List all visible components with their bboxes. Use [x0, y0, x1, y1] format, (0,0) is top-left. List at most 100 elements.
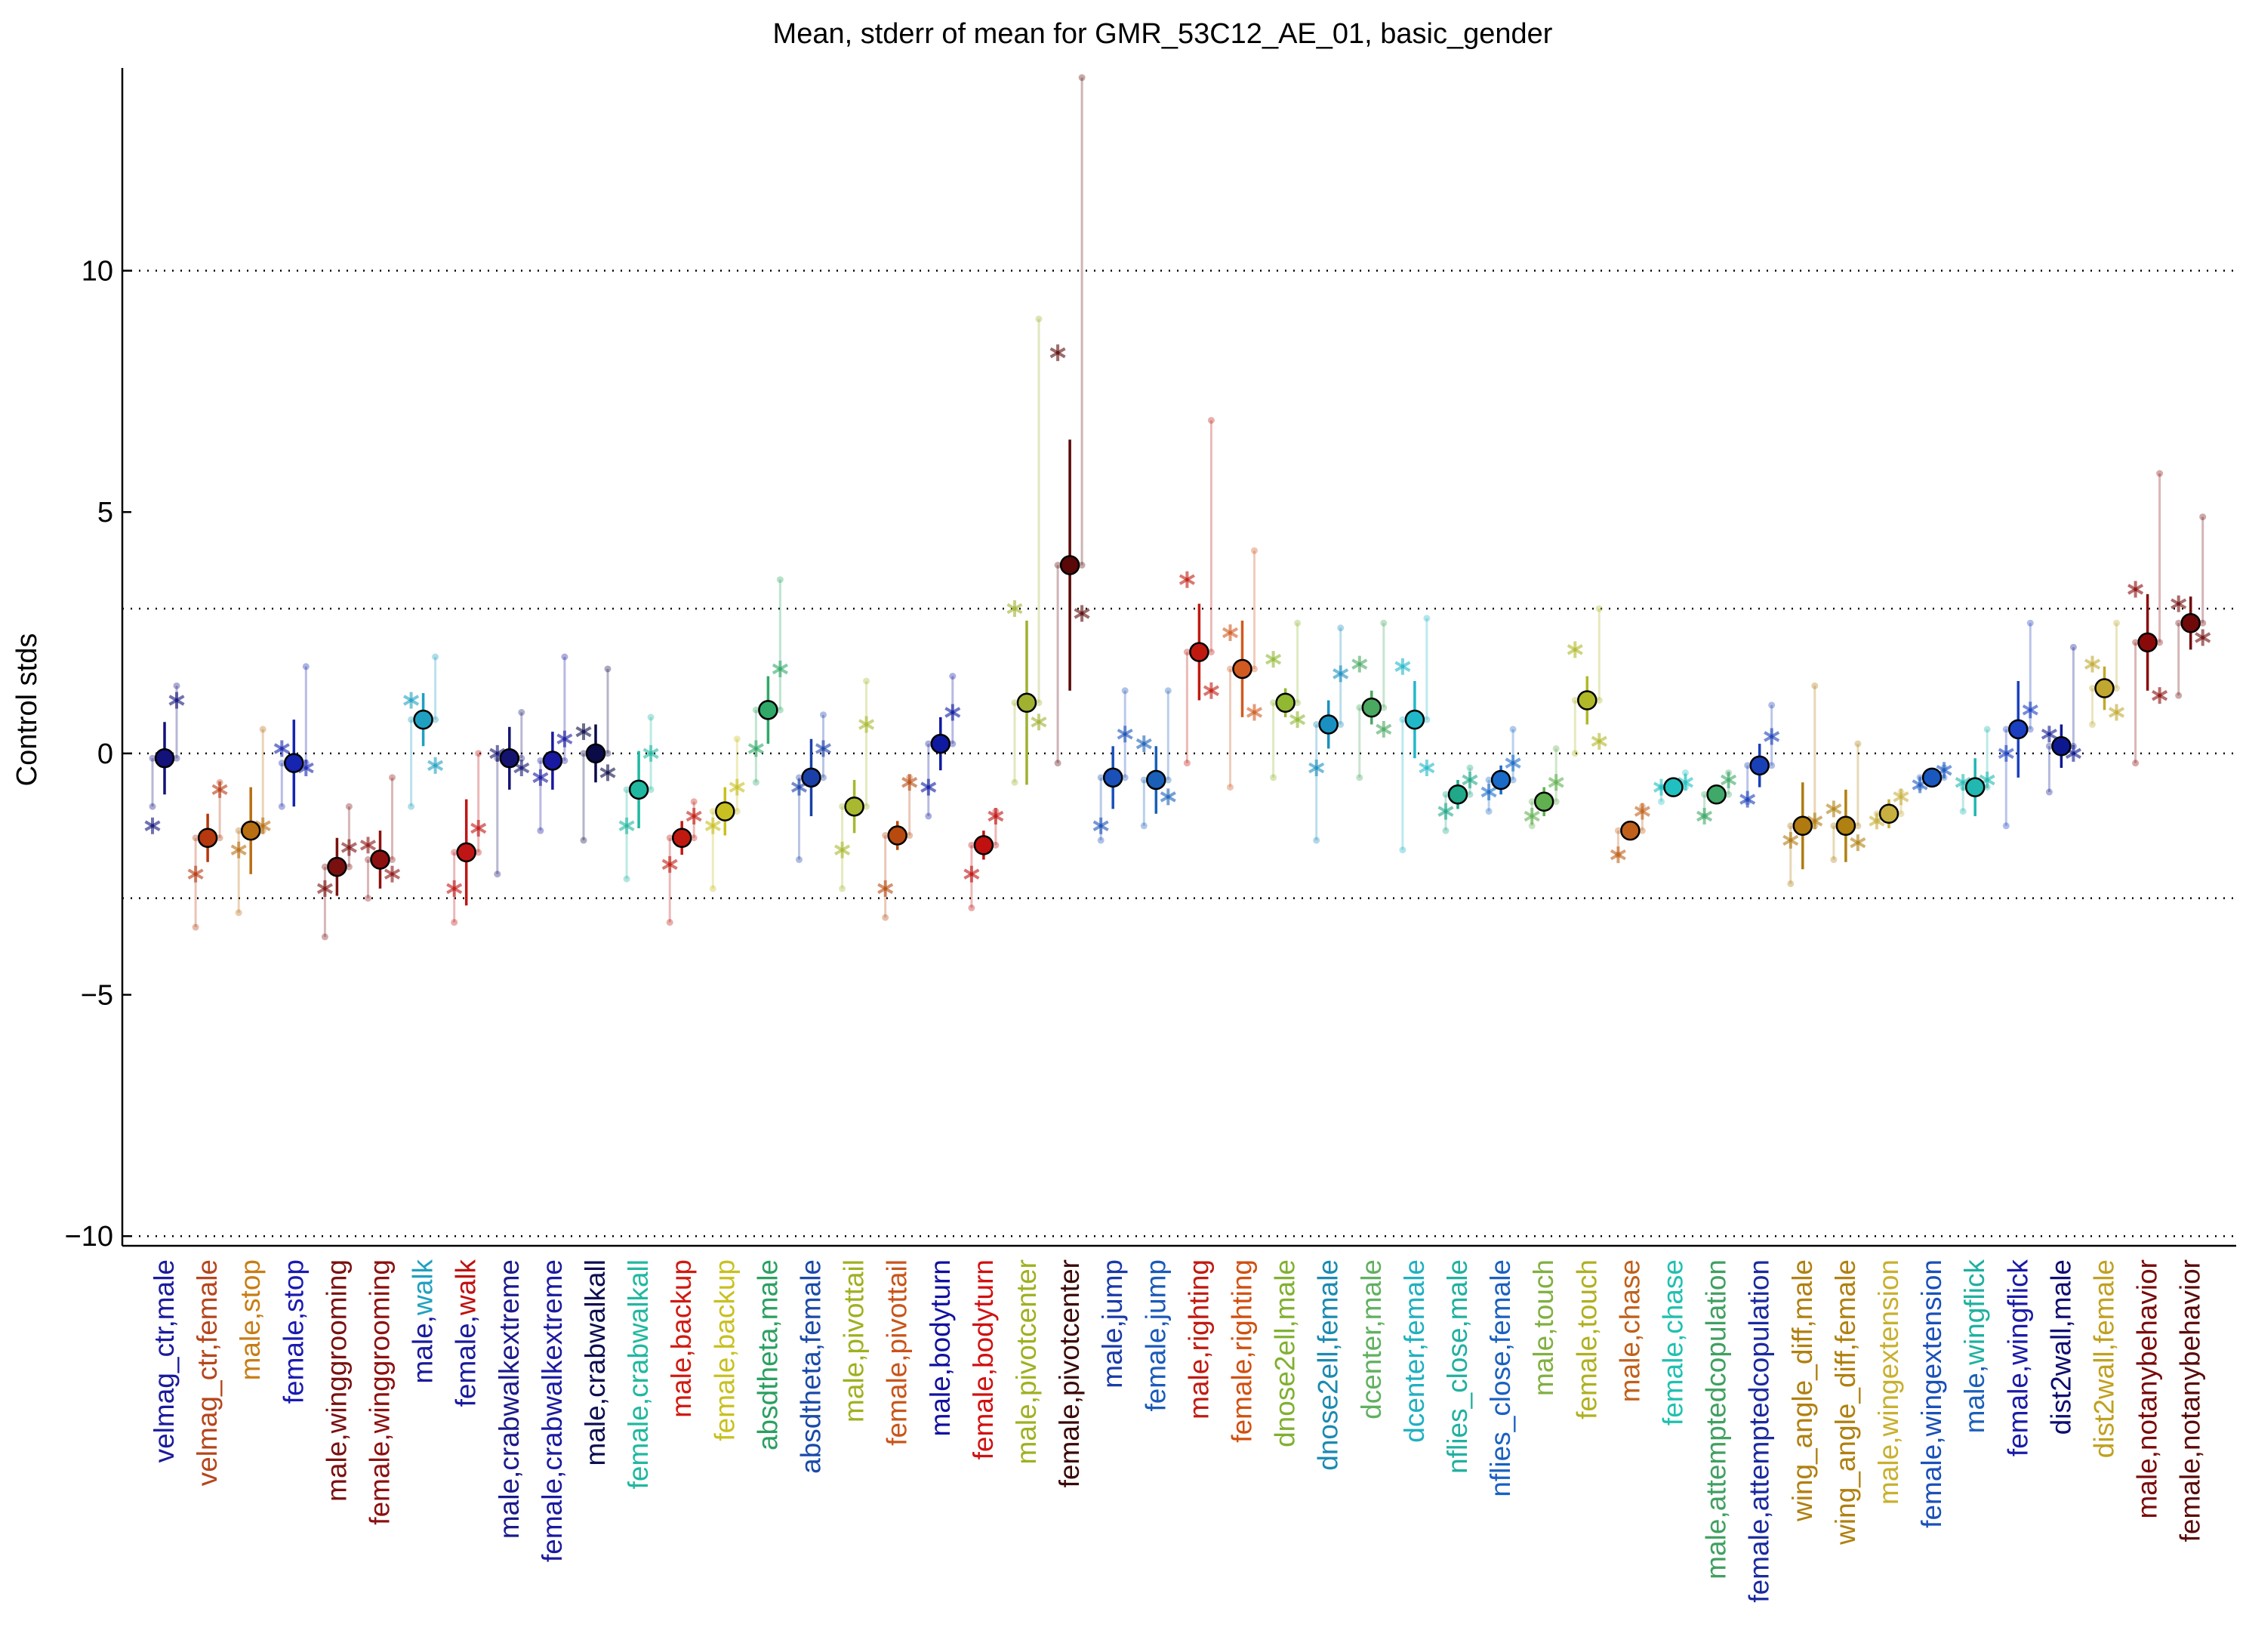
control-whisker-end — [733, 735, 741, 743]
control-star-stroke — [963, 868, 980, 880]
control-star-stroke — [2108, 707, 2125, 718]
control-whisker-end — [752, 706, 759, 714]
control-whisker-end — [451, 919, 458, 926]
control-whisker-end — [451, 849, 458, 856]
control-star-stroke — [1178, 574, 1195, 585]
mean-marker — [1921, 767, 1943, 788]
mean-marker — [413, 709, 433, 730]
control-star-stroke — [144, 820, 161, 832]
mean-marker — [973, 835, 994, 855]
control-star-stroke — [1764, 731, 1780, 742]
control-star-stroke — [1246, 707, 1263, 718]
category-group — [963, 807, 1004, 911]
category-label-part: female — [796, 1259, 827, 1343]
category-group — [1135, 687, 1176, 830]
control-star-stroke — [2041, 729, 2057, 740]
control-whisker-end — [1701, 791, 1708, 798]
category-label: dcenter,male — [1356, 1259, 1387, 1419]
control-whisker-end — [321, 933, 328, 941]
category-label-part: dcenter, — [1356, 1320, 1387, 1419]
category-label-part: male, — [1873, 1436, 1904, 1504]
control-whisker-end — [2156, 470, 2164, 477]
control-star-stroke — [1825, 803, 1842, 815]
mean-marker — [1146, 769, 1166, 791]
category-group — [575, 665, 616, 844]
category-label-part: touch — [1528, 1259, 1559, 1328]
category-label: dist2wall,female — [2089, 1259, 2120, 1458]
control-whisker-end — [863, 803, 870, 810]
control-star-stroke — [1912, 779, 1928, 791]
control-whisker-end — [666, 834, 673, 842]
control-whisker-end — [647, 786, 655, 794]
category-group — [1178, 417, 1219, 767]
control-whisker-end — [925, 740, 932, 747]
control-star-stroke — [877, 883, 894, 895]
control-star-stroke — [1634, 806, 1650, 817]
control-whisker-end — [475, 849, 482, 856]
category-label-part: female, — [1227, 1351, 1258, 1442]
category-label-part: male — [752, 1259, 783, 1320]
control-whisker-end — [1097, 837, 1105, 844]
control-star-stroke — [2152, 689, 2168, 701]
category-group — [1092, 687, 1133, 844]
control-whisker-end — [1227, 784, 1234, 791]
control-whisker-end — [1251, 665, 1258, 673]
category-group — [1049, 74, 1090, 767]
category-label-part: male, — [1097, 1320, 1128, 1388]
category-label: wing_angle_diff,female — [1830, 1259, 1861, 1546]
category-label-part: female — [192, 1259, 223, 1343]
category-label-part: nflies_close, — [1442, 1320, 1473, 1474]
category-group — [403, 653, 444, 810]
category-group — [920, 673, 961, 820]
category-label: wing_angle_diff,male — [1787, 1259, 1818, 1522]
category-label-part: notanybehavior — [2132, 1259, 2163, 1450]
category-label-part: pivottail — [882, 1259, 913, 1354]
control-whisker-end — [2199, 619, 2207, 627]
category-label-part: male — [149, 1259, 180, 1320]
control-whisker-end — [1183, 760, 1191, 767]
category-label-part: absdtheta, — [796, 1343, 827, 1474]
control-star-stroke — [1394, 661, 1411, 673]
category-label-part: bodyturn — [968, 1259, 999, 1368]
control-whisker-end — [733, 808, 741, 815]
control-star-stroke — [1677, 776, 1694, 788]
control-whisker-end — [432, 653, 439, 661]
category-group — [1653, 769, 1694, 806]
category-label: female,attemptedcopulation — [1744, 1259, 1775, 1603]
control-whisker-end — [2089, 685, 2096, 692]
category-label-part: female, — [2002, 1365, 2033, 1456]
control-whisker-end — [709, 885, 716, 892]
control-star-stroke — [920, 781, 937, 793]
control-star-stroke — [230, 844, 247, 855]
control-whisker-end — [1054, 760, 1061, 767]
control-whisker-end — [968, 904, 975, 911]
control-whisker-end — [235, 827, 242, 834]
control-whisker-end — [1121, 687, 1129, 695]
control-whisker-end — [906, 832, 913, 840]
category-group — [144, 682, 185, 834]
control-star-stroke — [1505, 757, 1521, 769]
category-label: male,pivotcenter — [1011, 1259, 1042, 1464]
category-group — [230, 726, 271, 917]
category-group — [834, 677, 875, 892]
control-whisker-end — [1270, 774, 1277, 781]
category-label: male,pivottail — [839, 1259, 870, 1422]
category-group — [1394, 615, 1435, 854]
control-whisker-end — [1485, 776, 1493, 784]
mean-marker — [1447, 784, 1468, 805]
control-star-stroke — [1031, 717, 1047, 728]
control-whisker-end — [1078, 74, 1086, 82]
control-star-stroke — [1333, 668, 1349, 680]
control-star-stroke — [403, 695, 420, 706]
mean-marker — [456, 842, 476, 863]
category-label-part: dnose2ell, — [1270, 1320, 1301, 1447]
category-label: male,notanybehavior — [2132, 1259, 2163, 1519]
mean-marker — [1275, 692, 1296, 713]
control-whisker-end — [1380, 704, 1388, 711]
category-label-part: wingextension — [1916, 1259, 1947, 1437]
mean-marker — [1792, 815, 1813, 837]
category-label: female,walk — [451, 1259, 482, 1407]
category-group — [1567, 605, 1607, 757]
category-label-part: male, — [666, 1349, 697, 1417]
control-star-stroke — [858, 719, 875, 730]
